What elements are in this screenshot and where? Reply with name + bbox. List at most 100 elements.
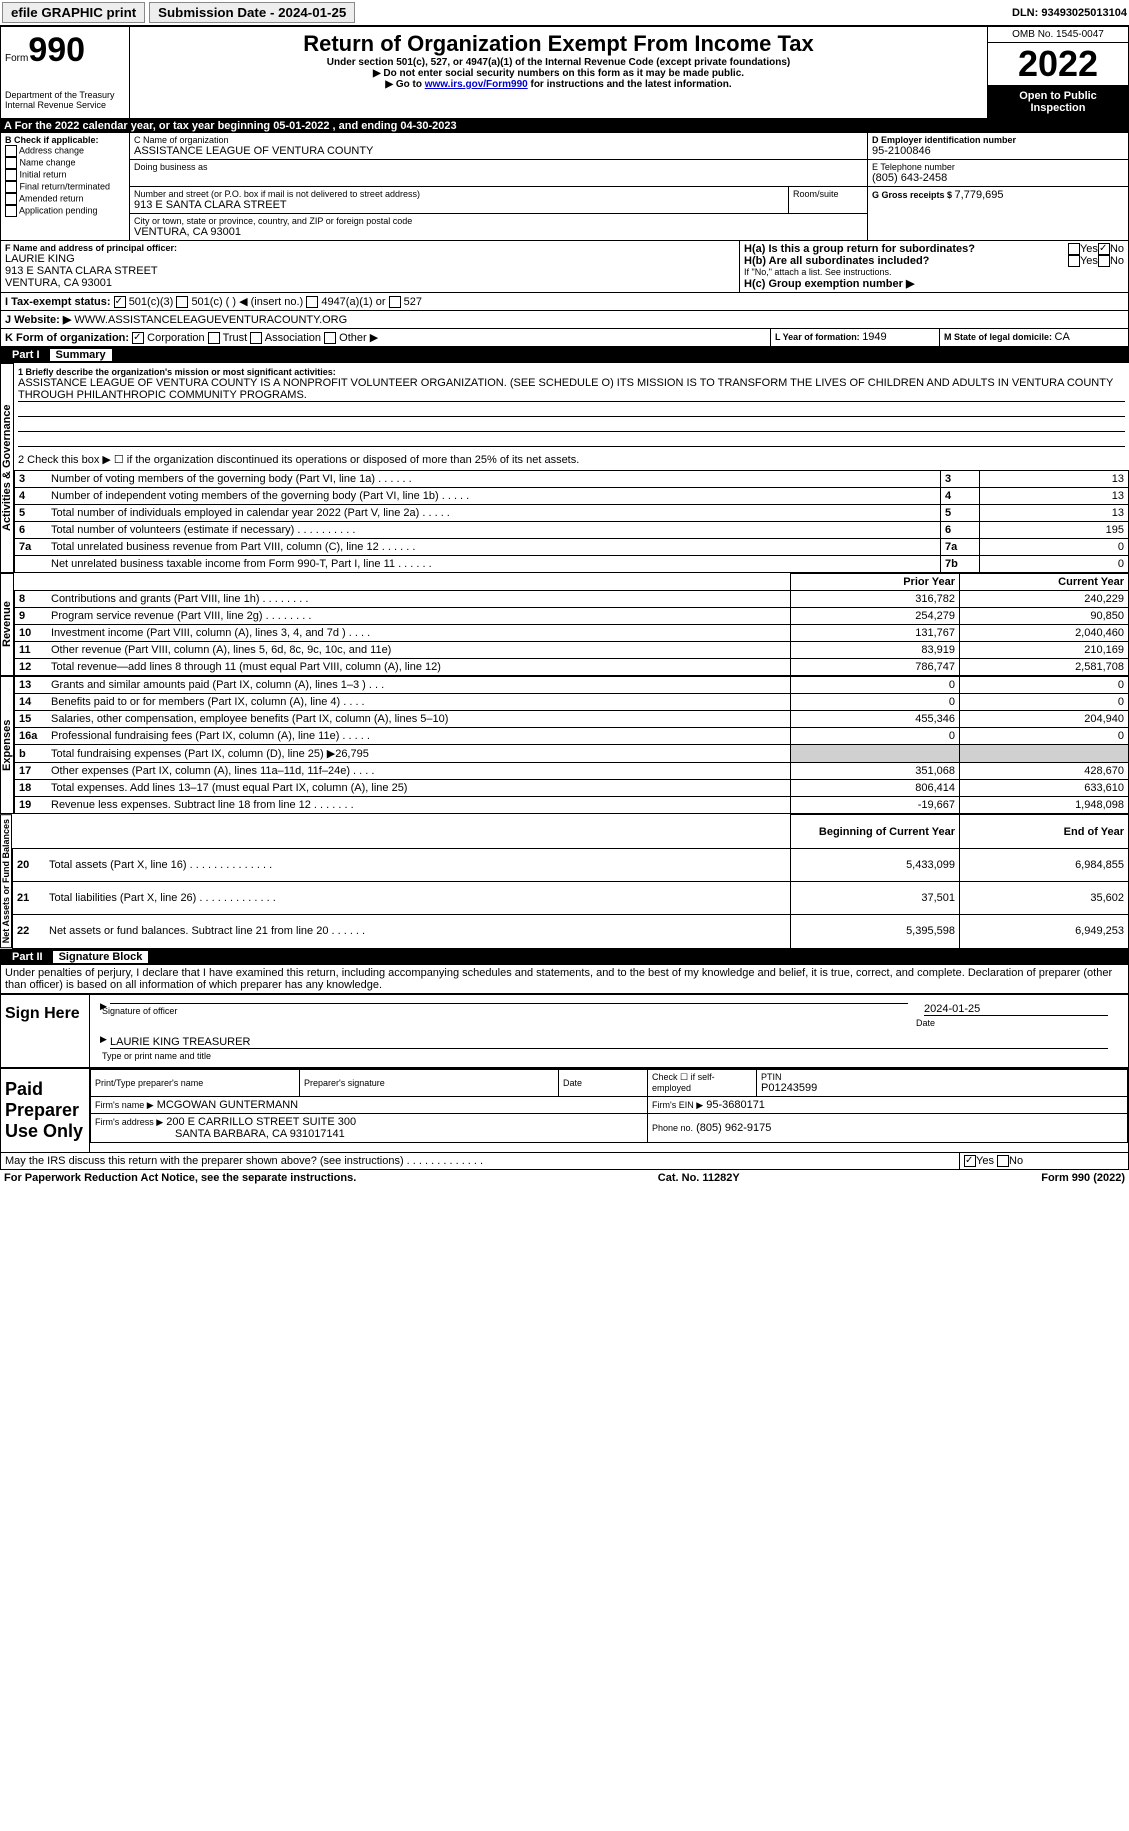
note-pre: ▶ Go to [385, 79, 424, 90]
sidebar-net-assets: Net Assets or Fund Balances [0, 814, 12, 948]
table-row: 16aProfessional fundraising fees (Part I… [15, 728, 1129, 745]
section-i-label: I Tax-exempt status: [5, 296, 111, 308]
org-name: ASSISTANCE LEAGUE OF VENTURA COUNTY [134, 145, 863, 157]
phone: (805) 643-2458 [872, 172, 1124, 184]
firm-ein-label: Firm's EIN ▶ [652, 1100, 703, 1110]
q1-label: 1 Briefly describe the organization's mi… [18, 367, 1125, 377]
tax-status-501c[interactable]: 501(c) ( ) ◀ (insert no.) [176, 296, 303, 308]
sig-officer-label: Signature of officer [102, 1006, 916, 1016]
table-row: 19Revenue less expenses. Subtract line 1… [15, 797, 1129, 814]
table-row: 10Investment income (Part VIII, column (… [15, 625, 1129, 642]
table-row: 20Total assets (Part X, line 16) . . . .… [13, 848, 1129, 881]
sidebar-expenses: Expenses [0, 676, 14, 814]
form-subtitle: Under section 501(c), 527, or 4947(a)(1)… [134, 57, 983, 68]
k-other[interactable]: Other ▶ [324, 332, 378, 344]
discuss-no[interactable]: No [997, 1155, 1023, 1167]
cat-number: Cat. No. 11282Y [658, 1172, 740, 1184]
firm-addr1: 200 E CARRILLO STREET SUITE 300 [166, 1116, 356, 1128]
firm-ein: 95-3680171 [706, 1099, 765, 1111]
hb-no[interactable]: No [1098, 255, 1124, 267]
gross-receipts: 7,779,695 [955, 189, 1004, 201]
tax-status-501c3[interactable]: 501(c)(3) [114, 296, 174, 308]
perjury-declaration: Under penalties of perjury, I declare th… [0, 965, 1129, 994]
table-row: 13Grants and similar amounts paid (Part … [15, 677, 1129, 694]
ha-no[interactable]: No [1098, 243, 1124, 255]
dln-label: DLN: 93493025013104 [1012, 7, 1127, 19]
k-corp[interactable]: Corporation [132, 332, 205, 344]
ha-yes[interactable]: Yes [1068, 243, 1098, 255]
officer-printed-name: LAURIE KING TREASURER [110, 1036, 1108, 1049]
form-number: 990 [28, 31, 85, 69]
officer-addr2: VENTURA, CA 93001 [5, 277, 735, 289]
form-title: Return of Organization Exempt From Incom… [134, 31, 983, 57]
sig-date-value: 2024-01-25 [924, 1003, 1108, 1016]
expenses-table: 13Grants and similar amounts paid (Part … [14, 676, 1129, 814]
gov-row: 5Total number of individuals employed in… [15, 505, 1129, 522]
tax-status-527[interactable]: 527 [389, 296, 422, 308]
ptin-label: PTIN [761, 1072, 1123, 1082]
form-label: Form [5, 53, 28, 64]
checkbox-initial-return[interactable]: Initial return [5, 169, 125, 181]
prep-sig-label: Preparer's signature [304, 1078, 554, 1088]
section-b-label: B Check if applicable: [5, 135, 125, 145]
hb-yes[interactable]: Yes [1068, 255, 1098, 267]
prep-self-employed[interactable]: Check ☐ if self-employed [648, 1069, 757, 1096]
gov-row: Net unrelated business taxable income fr… [15, 556, 1129, 573]
table-row: 14Benefits paid to or for members (Part … [15, 694, 1129, 711]
gov-row: 4Number of independent voting members of… [15, 488, 1129, 505]
checkbox-final-return-terminated[interactable]: Final return/terminated [5, 181, 125, 193]
table-row: 9Program service revenue (Part VIII, lin… [15, 608, 1129, 625]
form-note-link: ▶ Go to www.irs.gov/Form990 for instruct… [134, 79, 983, 90]
k-assoc[interactable]: Association [250, 332, 321, 344]
governance-table: 3Number of voting members of the governi… [14, 470, 1129, 573]
table-row: 15Salaries, other compensation, employee… [15, 711, 1129, 728]
sidebar-governance: Activities & Governance [0, 363, 14, 573]
street-label: Number and street (or P.O. box if mail i… [134, 189, 784, 199]
open-to-public: Open to Public Inspection [988, 86, 1128, 118]
city-state-zip: VENTURA, CA 93001 [134, 226, 863, 238]
firm-addr-label: Firm's address ▶ [95, 1117, 163, 1127]
part1-title: Summary [50, 349, 112, 361]
part2-num: Part II [6, 951, 49, 963]
firm-addr2: SANTA BARBARA, CA 931017141 [175, 1128, 345, 1140]
website: WWW.ASSISTANCELEAGUEVENTURACOUNTY.ORG [74, 314, 347, 326]
prep-name-label: Print/Type preparer's name [95, 1078, 295, 1088]
checkbox-amended-return[interactable]: Amended return [5, 193, 125, 205]
tax-status-4947[interactable]: 4947(a)(1) or [306, 296, 385, 308]
paid-preparer-label: Paid Preparer Use Only [1, 1069, 90, 1152]
k-trust[interactable]: Trust [208, 332, 248, 344]
state-domicile: CA [1055, 331, 1070, 343]
part1-num: Part I [6, 349, 46, 361]
irs-link[interactable]: www.irs.gov/Form990 [425, 79, 528, 90]
ha-label: H(a) Is this a group return for subordin… [744, 243, 1068, 255]
form-note-ssn: ▶ Do not enter social security numbers o… [134, 68, 983, 79]
table-row: bTotal fundraising expenses (Part IX, co… [15, 745, 1129, 763]
street-address: 913 E SANTA CLARA STREET [134, 199, 784, 211]
sign-here-block: Sign Here Signature of officer 2024-01-2… [0, 994, 1129, 1068]
checkbox-application-pending[interactable]: Application pending [5, 205, 125, 217]
revenue-table: Prior YearCurrent Year8Contributions and… [14, 573, 1129, 676]
table-row: 17Other expenses (Part IX, column (A), l… [15, 763, 1129, 780]
section-l-label: L Year of formation: [775, 332, 862, 342]
checkbox-name-change[interactable]: Name change [5, 157, 125, 169]
section-j-label: J Website: ▶ [5, 314, 71, 326]
checkbox-address-change[interactable]: Address change [5, 145, 125, 157]
table-row: 22Net assets or fund balances. Subtract … [13, 915, 1129, 948]
gov-row: 6Total number of volunteers (estimate if… [15, 522, 1129, 539]
discuss-yes[interactable]: Yes [964, 1155, 997, 1167]
efile-print-button[interactable]: efile GRAPHIC print [2, 2, 145, 23]
firm-name: MCGOWAN GUNTERMANN [157, 1099, 298, 1111]
submission-date-button[interactable]: Submission Date - 2024-01-25 [149, 2, 355, 23]
table-row: 21Total liabilities (Part X, line 26) . … [13, 881, 1129, 914]
city-label: City or town, state or province, country… [134, 216, 863, 226]
form-header: Form990 Department of the Treasury Inter… [0, 26, 1129, 119]
sidebar-revenue: Revenue [0, 573, 14, 676]
table-row: 11Other revenue (Part VIII, column (A), … [15, 642, 1129, 659]
hc-label: H(c) Group exemption number ▶ [744, 277, 1124, 290]
hb-note: If "No," attach a list. See instructions… [744, 267, 1124, 277]
sig-date-label: Date [916, 1018, 1116, 1028]
net-assets-table: Beginning of Current YearEnd of Year20To… [12, 814, 1129, 948]
omb-number: OMB No. 1545-0047 [988, 27, 1128, 43]
section-e-label: E Telephone number [872, 162, 1124, 172]
section-d-label: D Employer identification number [872, 135, 1124, 145]
